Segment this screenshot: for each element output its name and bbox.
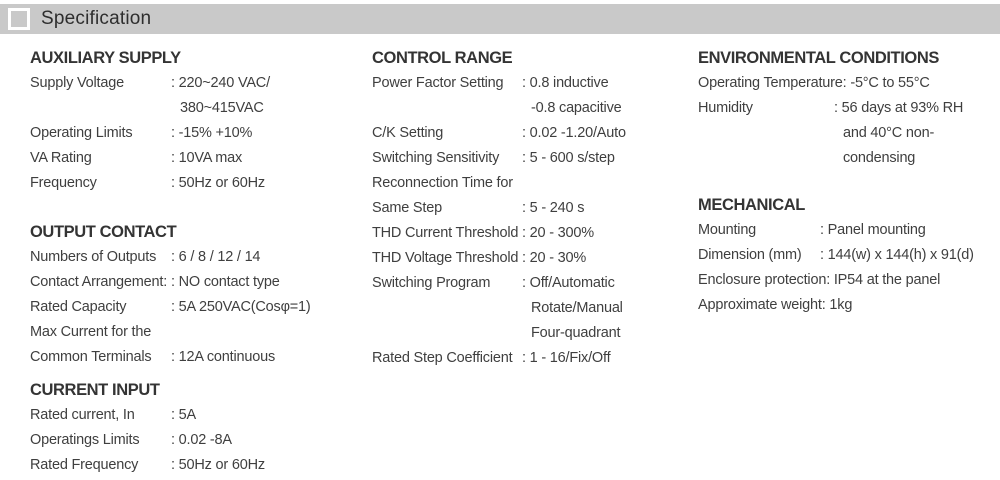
spec-label: Frequency [30, 175, 97, 191]
section-control-range: CONTROL RANGE Power Factor Setting : 0.8… [372, 46, 692, 371]
spec-value: : 12A continuous [171, 349, 276, 365]
spec-value: : 5 - 240 s [522, 200, 585, 216]
section-marker-icon [8, 8, 30, 30]
spec-label: Switching Program [372, 275, 491, 291]
section-heading: ENVIRONMENTAL CONDITIONS [698, 49, 939, 67]
spec-value: : 144(w) x 144(h) x 91(d) [820, 247, 974, 263]
spec-row: Rated Capacity : 5A 250VAC(Cosφ=1) [30, 295, 365, 320]
spec-row: Power Factor Setting : 0.8 inductive -0.… [372, 71, 692, 121]
spec-row: Numbers of Outputs : 6 / 8 / 12 / 14 [30, 245, 365, 270]
spec-value: : 50Hz or 60Hz [171, 457, 265, 473]
spec-row: THD Voltage Threshold : 20 - 30% [372, 246, 692, 271]
spec-label: Same Step [372, 200, 442, 216]
spec-value: : 20 - 30% [522, 250, 587, 266]
spec-row: C/K Setting : 0.02 -1.20/Auto [372, 121, 692, 146]
spec-label: Operatings Limits [30, 432, 140, 448]
spec-value: : 1 - 16/Fix/Off [522, 350, 611, 366]
spec-value: : 50Hz or 60Hz [171, 175, 265, 191]
spec-value: : 0.8 inductive -0.8 capacitive [522, 75, 622, 116]
spec-value: : 20 - 300% [522, 225, 594, 241]
spec-row: Dimension (mm) : 144(w) x 144(h) x 91(d) [698, 243, 998, 268]
spec-label: Max Current for the [30, 324, 152, 340]
spec-label: Supply Voltage [30, 75, 124, 91]
spec-row: Reconnection Time for [372, 171, 692, 196]
spec-label: Operating Temperature [698, 75, 843, 91]
spec-label: Reconnection Time for [372, 175, 513, 191]
spec-label: Switching Sensitivity [372, 150, 500, 166]
spec-column-left: AUXILIARY SUPPLY Supply Voltage : 220~24… [30, 46, 365, 478]
spec-column-right: ENVIRONMENTAL CONDITIONS Operating Tempe… [698, 46, 998, 318]
spec-value: : Panel mounting [820, 222, 926, 238]
spec-row: Switching Sensitivity : 5 - 600 s/step [372, 146, 692, 171]
spec-row: Enclosure protection : IP54 at the panel [698, 268, 998, 293]
spec-label: Humidity [698, 100, 753, 116]
spec-label: Rated Capacity [30, 299, 127, 315]
section-auxiliary-supply: AUXILIARY SUPPLY Supply Voltage : 220~24… [30, 46, 365, 196]
page-title: Specification [41, 8, 152, 29]
spec-label: Power Factor Setting [372, 75, 504, 91]
section-current-input: CURRENT INPUT Rated current, In : 5A Ope… [30, 378, 365, 478]
spec-value: : 5A 250VAC(Cosφ=1) [171, 299, 311, 315]
spec-value: : 6 / 8 / 12 / 14 [171, 249, 261, 265]
spec-label: Numbers of Outputs [30, 249, 157, 265]
spec-row: Supply Voltage : 220~240 VAC/ 380~415VAC [30, 71, 365, 121]
section-heading: MECHANICAL [698, 196, 805, 214]
spec-row: Operating Temperature : -5°C to 55°C [698, 71, 998, 96]
spec-label: Common Terminals [30, 349, 152, 365]
spec-row: Same Step : 5 - 240 s [372, 196, 692, 221]
spec-label: Rated Step Coefficient [372, 350, 513, 366]
spec-label: THD Current Threshold [372, 225, 519, 241]
spec-value: : Off/Automatic Rotate/Manual Four-quadr… [522, 275, 623, 341]
spec-value: : 56 days at 93% RH and 40°C non- conden… [834, 100, 964, 166]
spec-value: : 220~240 VAC/ 380~415VAC [171, 75, 270, 116]
spec-value: : -15% +10% [171, 125, 253, 141]
spec-row: Rated Frequency : 50Hz or 60Hz [30, 453, 365, 478]
spec-label: Dimension (mm) [698, 247, 802, 263]
spec-row: Common Terminals : 12A continuous [30, 345, 365, 370]
spec-row: Switching Program : Off/Automatic Rotate… [372, 271, 692, 346]
spec-row: Humidity : 56 days at 93% RH and 40°C no… [698, 96, 998, 171]
spec-row: Approximate weight : 1kg [698, 293, 998, 318]
spec-label: VA Rating [30, 150, 92, 166]
spec-row: Rated Step Coefficient : 1 - 16/Fix/Off [372, 346, 692, 371]
spec-value: : 0.02 -8A [171, 432, 232, 448]
spec-value: : IP54 at the panel [826, 272, 941, 288]
spec-value: : 5 - 600 s/step [522, 150, 615, 166]
spec-row: Max Current for the [30, 320, 365, 345]
spec-label: Enclosure protection [698, 272, 827, 288]
section-title-bar: Specification [0, 4, 1000, 34]
section-heading: CURRENT INPUT [30, 381, 160, 399]
spec-value: : -5°C to 55°C [842, 75, 930, 91]
spec-label: C/K Setting [372, 125, 444, 141]
spec-label: Mounting [698, 222, 757, 238]
spec-label: Contact Arrangement: [30, 274, 168, 290]
spec-value: : 10VA max [171, 150, 243, 166]
section-heading: AUXILIARY SUPPLY [30, 49, 181, 67]
spec-row: Operatings Limits : 0.02 -8A [30, 428, 365, 453]
spec-row: Operating Limits : -15% +10% [30, 121, 365, 146]
spec-label: Rated current, In [30, 407, 135, 423]
spec-row: THD Current Threshold : 20 - 300% [372, 221, 692, 246]
spec-row: Mounting : Panel mounting [698, 218, 998, 243]
spec-value: : 5A [171, 407, 196, 423]
spec-label: Operating Limits [30, 125, 133, 141]
section-heading: OUTPUT CONTACT [30, 223, 177, 241]
spec-label: THD Voltage Threshold [372, 250, 519, 266]
spec-label: Approximate weight [698, 297, 822, 313]
spec-value: : 0.02 -1.20/Auto [522, 125, 626, 141]
spec-value: : 1kg [821, 297, 853, 313]
spec-row: Contact Arrangement: : NO contact type [30, 270, 365, 295]
section-mechanical: MECHANICAL Mounting : Panel mounting Dim… [698, 193, 998, 318]
spec-row: VA Rating : 10VA max [30, 146, 365, 171]
section-output-contact: OUTPUT CONTACT Numbers of Outputs : 6 / … [30, 220, 365, 370]
spec-value: : NO contact type [171, 274, 280, 290]
section-environmental-conditions: ENVIRONMENTAL CONDITIONS Operating Tempe… [698, 46, 998, 171]
spec-row: Rated current, In : 5A [30, 403, 365, 428]
section-heading: CONTROL RANGE [372, 49, 513, 67]
spec-row: Frequency : 50Hz or 60Hz [30, 171, 365, 196]
spec-column-middle: CONTROL RANGE Power Factor Setting : 0.8… [372, 46, 692, 371]
spec-label: Rated Frequency [30, 457, 139, 473]
